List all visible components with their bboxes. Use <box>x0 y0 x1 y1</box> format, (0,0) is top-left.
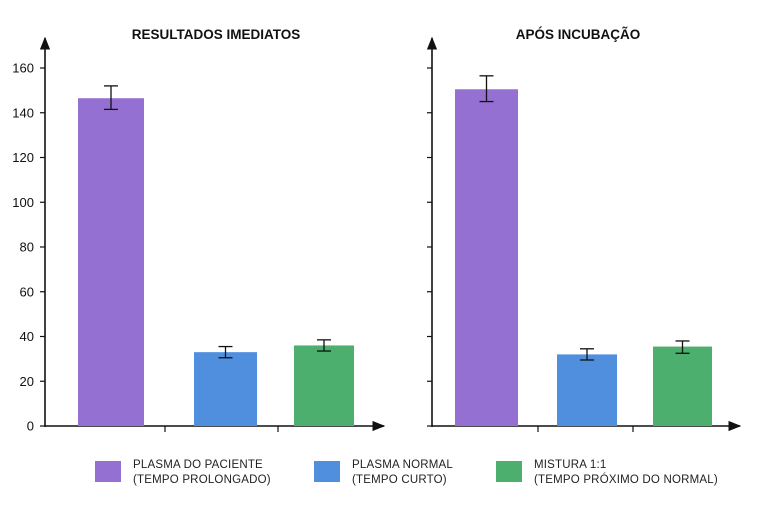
legend-item-mixture: MISTURA 1:1 (TEMPO PRÓXIMO DO NORMAL) <box>496 458 718 488</box>
y-tick-label: 80 <box>20 240 34 255</box>
legend-line: (TEMPO CURTO) <box>352 474 447 486</box>
bar-mix <box>653 346 712 426</box>
y-tick-label: 140 <box>12 105 34 120</box>
bar-normal <box>557 354 617 426</box>
y-tick-label: 0 <box>27 419 34 434</box>
legend: PLASMA DO PACIENTE (TEMPO PROLONGADO) PL… <box>0 458 768 498</box>
legend-item-normal-plasma: PLASMA NORMAL (TEMPO CURTO) <box>314 458 453 488</box>
legend-swatch-patient <box>95 461 121 482</box>
panel-title: APÓS INCUBAÇÃO <box>516 27 641 42</box>
legend-line: PLASMA DO PACIENTE <box>133 459 263 471</box>
legend-swatch-mix <box>496 461 522 482</box>
bar-patient <box>78 98 144 427</box>
y-tick-label: 100 <box>12 195 34 210</box>
y-tick-label: 20 <box>20 374 34 389</box>
legend-label-normal: PLASMA NORMAL (TEMPO CURTO) <box>352 458 453 488</box>
bar-patient <box>455 89 518 426</box>
labels: 0 20 40 60 80 100 120 140 160 RESULTADOS IMEDIATO… <box>12 27 640 434</box>
y-tick-label: 120 <box>12 150 34 165</box>
legend-item-patient-plasma: PLASMA DO PACIENTE (TEMPO PROLONGADO) <box>95 458 271 488</box>
legend-line: MISTURA 1:1 <box>534 459 607 471</box>
bars <box>78 75 712 427</box>
legend-line: (TEMPO PROLONGADO) <box>133 474 271 486</box>
axes <box>39 36 742 432</box>
y-tick-label: 160 <box>12 61 34 76</box>
legend-swatch-normal <box>314 461 340 482</box>
legend-line: PLASMA NORMAL <box>352 459 454 471</box>
legend-label-patient: PLASMA DO PACIENTE (TEMPO PROLONGADO) <box>133 458 271 488</box>
legend-label-mix: MISTURA 1:1 (TEMPO PRÓXIMO DO NORMAL) <box>534 458 718 488</box>
bar-normal <box>194 352 257 426</box>
bar-mix <box>294 345 354 426</box>
panel-title: RESULTADOS IMEDIATOS <box>132 27 301 42</box>
y-tick-label: 60 <box>20 284 34 299</box>
legend-line: (TEMPO PRÓXIMO DO NORMAL) <box>534 474 718 486</box>
y-tick-label: 40 <box>20 329 34 344</box>
